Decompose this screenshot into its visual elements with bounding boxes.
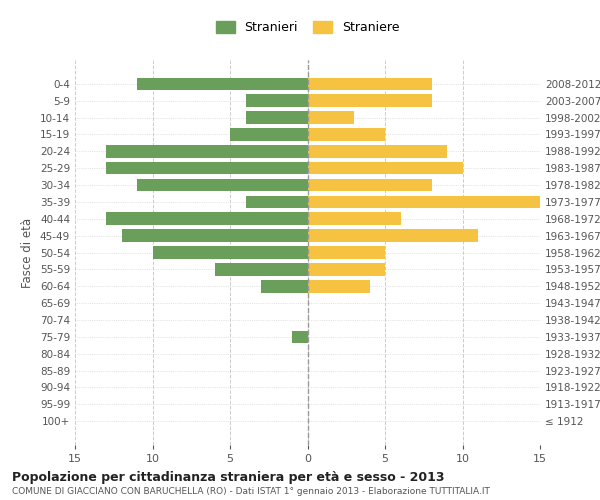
Bar	[308, 111, 354, 124]
Bar	[308, 280, 370, 292]
Y-axis label: Fasce di età: Fasce di età	[22, 218, 34, 288]
Text: Popolazione per cittadinanza straniera per età e sesso - 2013: Popolazione per cittadinanza straniera p…	[12, 471, 445, 484]
Bar	[308, 178, 431, 192]
Bar	[106, 162, 308, 174]
Bar	[245, 94, 308, 107]
Bar	[308, 212, 401, 225]
Bar	[137, 178, 308, 192]
Bar	[308, 78, 431, 90]
Bar	[106, 212, 308, 225]
Bar	[245, 196, 308, 208]
Bar	[308, 94, 431, 107]
Bar	[137, 78, 308, 90]
Bar	[215, 263, 308, 276]
Bar	[152, 246, 308, 259]
Bar	[292, 330, 308, 343]
Bar	[106, 145, 308, 158]
Bar	[261, 280, 308, 292]
Bar	[308, 162, 463, 174]
Bar	[308, 230, 478, 242]
Bar	[308, 246, 385, 259]
Legend: Stranieri, Straniere: Stranieri, Straniere	[211, 16, 404, 39]
Bar	[308, 263, 385, 276]
Bar	[121, 230, 308, 242]
Bar	[230, 128, 308, 141]
Bar	[308, 128, 385, 141]
Bar	[308, 196, 540, 208]
Text: COMUNE DI GIACCIANO CON BARUCHELLA (RO) - Dati ISTAT 1° gennaio 2013 - Elaborazi: COMUNE DI GIACCIANO CON BARUCHELLA (RO) …	[12, 486, 490, 496]
Bar	[245, 111, 308, 124]
Bar	[308, 145, 447, 158]
